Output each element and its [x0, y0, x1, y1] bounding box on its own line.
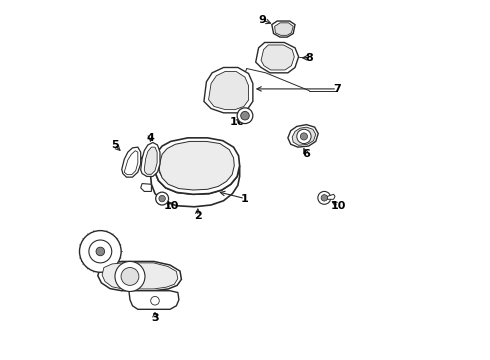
- Text: 8: 8: [305, 53, 313, 63]
- Polygon shape: [256, 42, 298, 73]
- Text: 4: 4: [147, 133, 154, 143]
- Polygon shape: [327, 194, 335, 199]
- Circle shape: [297, 129, 311, 144]
- Polygon shape: [275, 23, 293, 35]
- Polygon shape: [272, 21, 295, 37]
- Text: 10: 10: [164, 201, 179, 211]
- Polygon shape: [292, 127, 316, 145]
- Polygon shape: [159, 150, 224, 188]
- Circle shape: [321, 195, 327, 201]
- Circle shape: [241, 111, 249, 120]
- Circle shape: [89, 240, 112, 263]
- Circle shape: [79, 231, 121, 272]
- Polygon shape: [141, 184, 151, 192]
- Circle shape: [96, 247, 104, 256]
- Circle shape: [300, 133, 308, 140]
- Circle shape: [151, 296, 159, 305]
- Circle shape: [121, 267, 139, 285]
- Text: 1: 1: [241, 194, 249, 203]
- Polygon shape: [142, 154, 152, 163]
- Circle shape: [318, 192, 331, 204]
- Text: 2: 2: [194, 211, 202, 221]
- Polygon shape: [98, 261, 181, 291]
- Polygon shape: [144, 147, 157, 174]
- Text: 7: 7: [333, 84, 341, 94]
- Text: 9: 9: [258, 15, 266, 25]
- Polygon shape: [159, 141, 234, 190]
- Text: 5: 5: [111, 140, 119, 150]
- Polygon shape: [141, 143, 160, 176]
- Text: 10: 10: [331, 201, 346, 211]
- Polygon shape: [209, 71, 248, 110]
- Text: 6: 6: [302, 149, 310, 159]
- Polygon shape: [124, 151, 138, 175]
- Text: 3: 3: [151, 312, 159, 323]
- Text: 11: 11: [79, 254, 95, 264]
- Circle shape: [156, 192, 169, 205]
- Circle shape: [237, 108, 253, 123]
- Polygon shape: [129, 291, 179, 309]
- Polygon shape: [122, 147, 141, 177]
- Polygon shape: [150, 163, 240, 207]
- Circle shape: [115, 261, 145, 292]
- Polygon shape: [204, 67, 253, 113]
- Text: 10: 10: [229, 117, 245, 127]
- Polygon shape: [288, 125, 318, 147]
- Polygon shape: [102, 263, 178, 289]
- Polygon shape: [154, 138, 240, 194]
- Circle shape: [159, 195, 165, 202]
- Polygon shape: [261, 45, 294, 70]
